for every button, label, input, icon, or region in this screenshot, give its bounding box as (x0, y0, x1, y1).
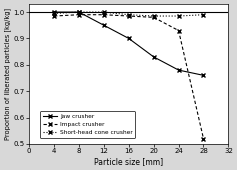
Jaw crusher (177, 69, 180, 71)
Impact crusher (202, 138, 205, 140)
Jaw crusher (152, 56, 155, 58)
Impact crusher (127, 15, 130, 17)
Jaw crusher (53, 11, 55, 13)
Short-head cone crusher (102, 11, 105, 13)
Legend: Jaw crusher, Impact crusher, Short-head cone crusher: Jaw crusher, Impact crusher, Short-head … (40, 111, 136, 138)
Line: Jaw crusher: Jaw crusher (52, 10, 205, 77)
Short-head cone crusher (127, 14, 130, 16)
Line: Short-head cone crusher: Short-head cone crusher (52, 10, 205, 18)
X-axis label: Particle size [mm]: Particle size [mm] (94, 157, 163, 166)
Impact crusher (102, 14, 105, 16)
Impact crusher (53, 15, 55, 17)
Impact crusher (177, 30, 180, 32)
Jaw crusher (77, 11, 80, 13)
Line: Impact crusher: Impact crusher (52, 13, 205, 141)
Jaw crusher (127, 37, 130, 39)
Jaw crusher (102, 24, 105, 26)
Y-axis label: Proportion of liberated particles [kg/kg]: Proportion of liberated particles [kg/kg… (4, 8, 11, 140)
Short-head cone crusher (202, 14, 205, 16)
Short-head cone crusher (152, 15, 155, 17)
Impact crusher (77, 14, 80, 16)
Short-head cone crusher (177, 15, 180, 17)
Impact crusher (152, 16, 155, 18)
Jaw crusher (202, 74, 205, 76)
Short-head cone crusher (77, 11, 80, 13)
Short-head cone crusher (53, 12, 55, 14)
